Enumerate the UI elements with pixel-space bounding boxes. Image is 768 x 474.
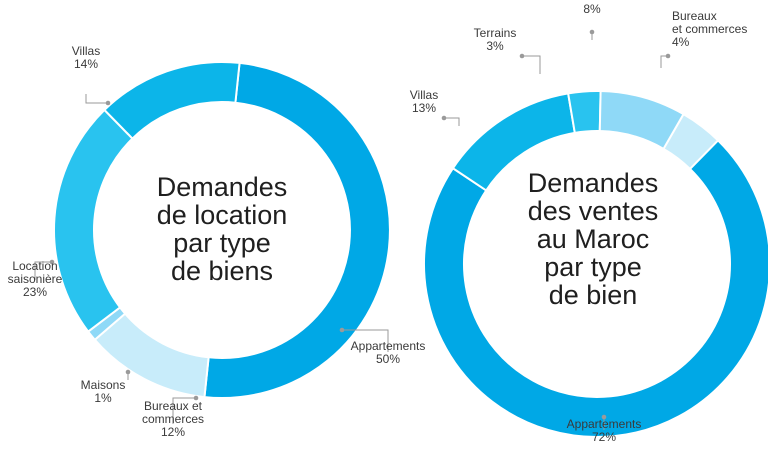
data-label-line: 72% [592,430,616,444]
chart-title-line: des ventes [528,196,659,226]
data-label-line: Villas [410,88,438,102]
data-label: Bureaux et commerces 12% [142,399,204,439]
leader-dot [105,100,111,106]
data-label-line: 4% [672,35,690,49]
leader-line [172,397,196,424]
data-label-line: Appartements [567,417,642,431]
data-label: Villas 14% [72,44,100,71]
data-label-line: 13% [412,101,436,115]
data-label: Appartements 50% [351,339,426,366]
chart-title-line: Demandes [528,168,659,198]
leader-line [522,55,541,74]
data-label: Maisons8% [570,0,615,16]
data-label-line: Maisons [570,0,615,3]
data-label-line: commerces [142,412,204,426]
leader-line [444,117,460,126]
leader-line [660,55,668,68]
data-label-line: 8% [583,2,601,16]
slice-appartements [423,138,768,438]
data-label: Terrains 3% [474,26,517,53]
data-label: Bureaux et commerces 4% [672,9,747,49]
chart-title-line: par type [173,228,271,258]
slice-terrains [566,90,602,135]
data-label-line: Bureaux et [144,399,203,413]
data-label-line: Terrains [474,26,517,40]
leader-dot [125,369,131,375]
data-label-line: Appartements [351,339,426,353]
data-label: Villas 13% [410,88,438,115]
leader-line [342,329,389,352]
chart-title-line: au Maroc [537,224,650,254]
data-label-line: 12% [161,425,185,439]
slice-maisons [598,90,685,151]
slice-appartements [203,61,391,399]
leader-dot [193,395,199,401]
leader-line [34,261,52,280]
data-label: Appartements 72% [567,417,642,444]
chart-title-line: par type [544,252,642,282]
data-label-line: 50% [376,352,400,366]
leader-dot [49,259,55,265]
data-label-line: 14% [74,57,98,71]
leader-line [85,94,108,104]
chart-title: Demandes des ventes au Maroc par type de bie… [528,168,659,310]
leader-dot [519,53,525,59]
data-label-line: saisonière [8,272,63,286]
data-label: Location saisonière 23% [8,259,63,299]
chart-title-line: de bien [549,280,638,310]
slice-location-saisoni-re [53,108,134,333]
slice-villas [103,61,241,140]
leader-dot [665,53,671,59]
data-label: Maisons 1% [81,378,126,405]
leader-dot [339,327,345,333]
leader-dot [589,29,595,35]
chart-title-line: de biens [171,256,273,286]
data-label-line: 1% [94,391,112,405]
donut-chart-1: Demandes de location par type de biens Appar… [8,44,426,439]
data-label-line: et commerces [672,22,747,36]
chart-title-line: de location [157,200,288,230]
leader-dot [601,414,607,420]
leader-dot [441,115,447,121]
data-label-line: Maisons [81,378,126,392]
data-label-line: Bureaux [672,9,717,23]
data-label-line: Villas [72,44,100,58]
chart-title-line: Demandes [157,172,288,202]
data-label-line: 23% [23,285,47,299]
data-label-line: 3% [486,39,504,53]
chart-title: Demandes de location par type de biens [157,172,288,286]
donut-chart-2: Demandes des ventes au Maroc par type de bie… [410,0,768,444]
data-label-line: Location [12,259,57,273]
